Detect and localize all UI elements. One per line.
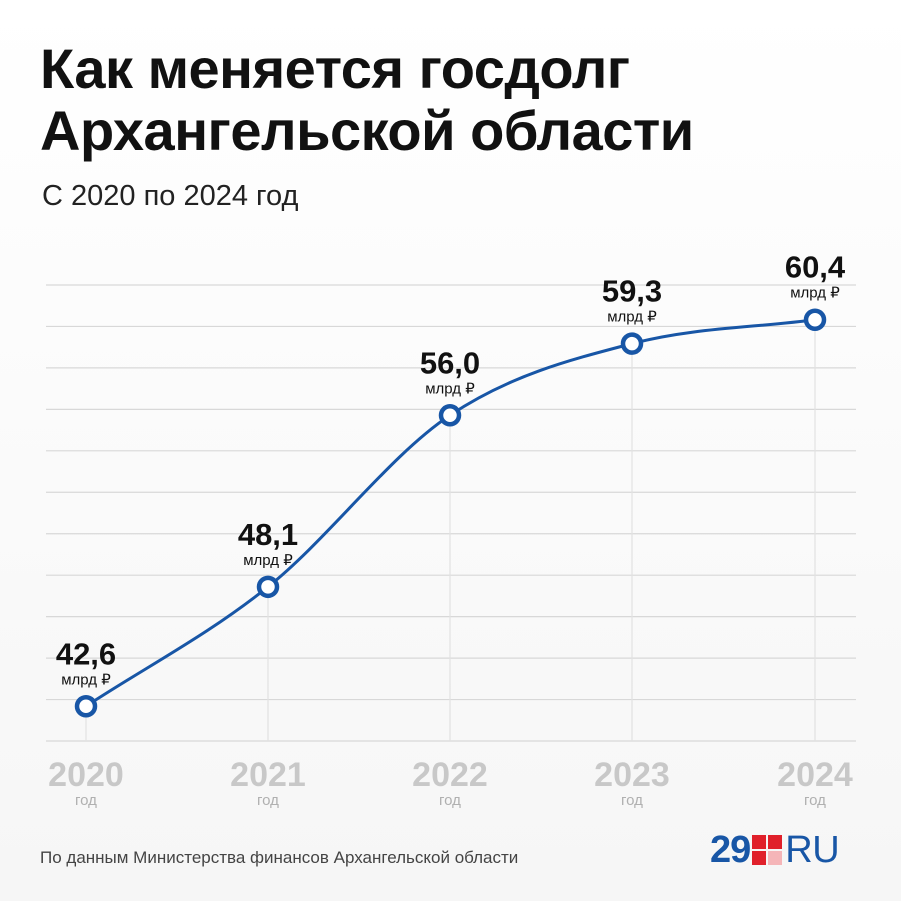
page-subtitle: С 2020 по 2024 год <box>42 180 299 212</box>
value-label: 42,6 <box>56 636 116 671</box>
logo-square-icon <box>752 835 783 865</box>
unit-label: млрд ₽ <box>607 309 657 326</box>
value-label: 59,3 <box>602 274 662 309</box>
unit-label: млрд ₽ <box>790 285 840 302</box>
x-tick-label: 2020 <box>48 756 124 794</box>
x-tick-label: 2021 <box>230 756 306 794</box>
data-point <box>438 404 462 427</box>
title-line-2: Архангельской области <box>40 99 694 162</box>
logo-29ru: 29 RU <box>710 828 840 871</box>
chart-year-guides <box>85 319 816 741</box>
unit-label: млрд ₽ <box>61 671 111 688</box>
value-label: 48,1 <box>238 517 298 552</box>
x-tick-sublabel: год <box>257 792 279 809</box>
data-point <box>620 332 644 355</box>
unit-label: млрд ₽ <box>243 552 293 569</box>
page-title: Как меняется госдолг Архангельской облас… <box>40 38 860 162</box>
chart-marks <box>74 308 827 718</box>
x-tick-sublabel: год <box>804 792 826 809</box>
logo-suffix: RU <box>785 828 840 871</box>
logo-number: 29 <box>710 828 751 871</box>
x-tick-sublabel: год <box>439 792 461 809</box>
value-label: 56,0 <box>420 345 480 380</box>
x-tick-sublabel: год <box>621 792 643 809</box>
x-tick-label: 2023 <box>594 756 670 794</box>
data-point <box>256 575 280 599</box>
value-label: 60,4 <box>785 250 846 285</box>
data-point <box>803 308 827 331</box>
x-tick-label: 2022 <box>412 756 488 794</box>
title-line-1: Как меняется госдолг <box>40 37 630 100</box>
x-tick-label: 2024 <box>777 756 853 794</box>
source-note: По данным Министерства финансов Архангел… <box>40 848 519 867</box>
unit-label: млрд ₽ <box>425 380 475 397</box>
data-point <box>74 695 98 718</box>
x-tick-sublabel: год <box>75 792 97 809</box>
